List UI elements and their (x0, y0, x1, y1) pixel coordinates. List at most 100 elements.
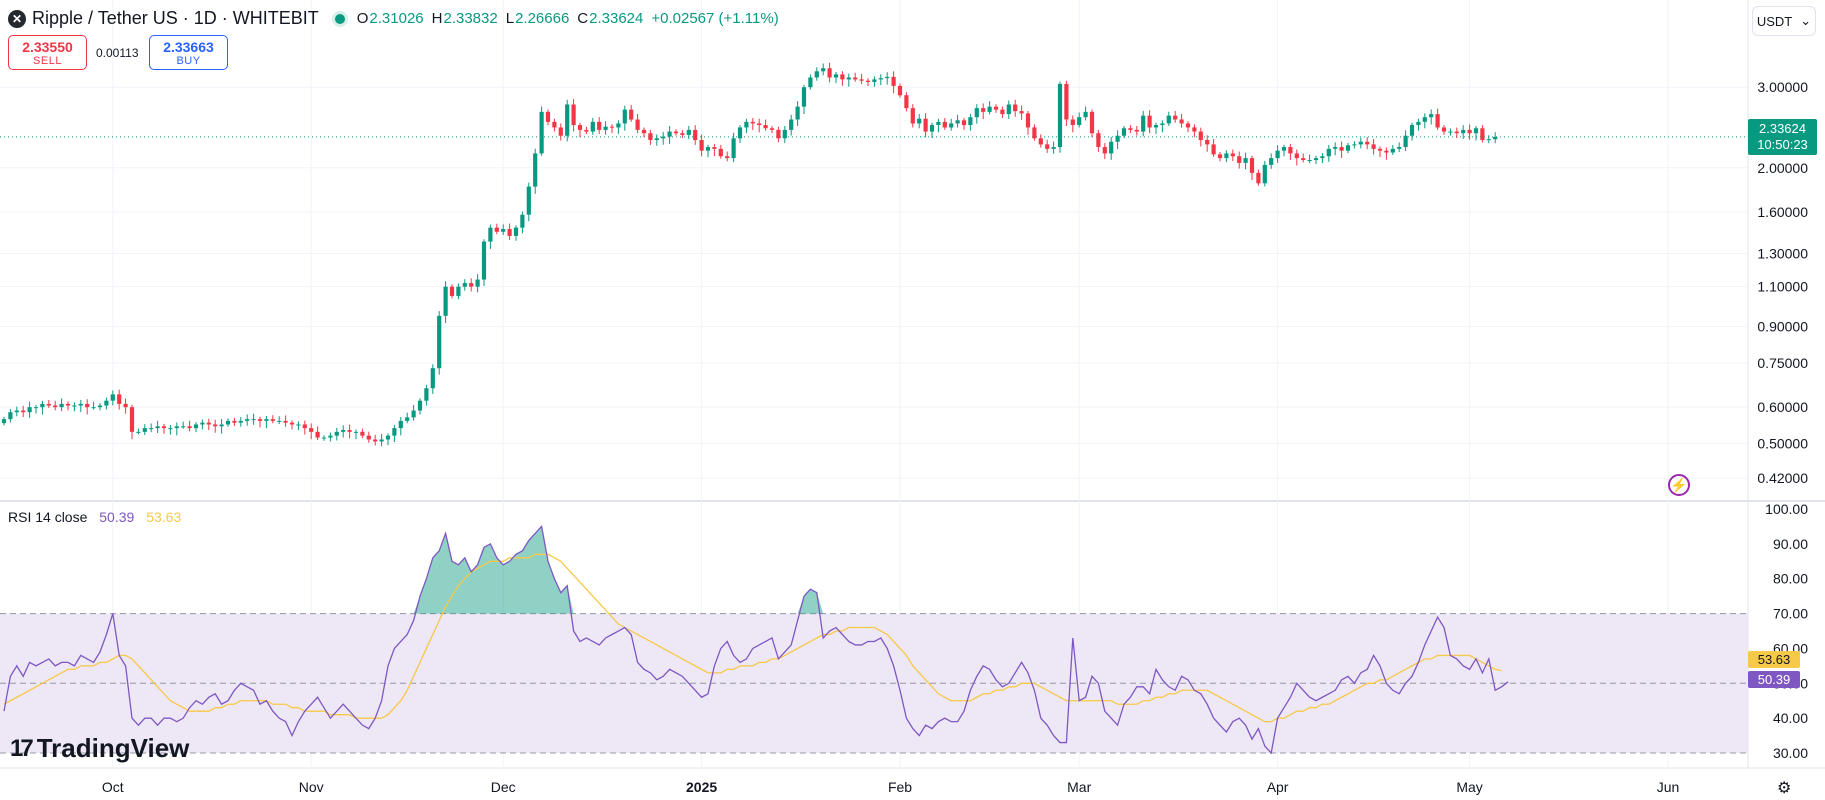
candle-body (1109, 141, 1114, 154)
candle-body (629, 109, 634, 120)
candle-body (1205, 140, 1210, 145)
candle-body (1358, 141, 1363, 145)
rsi-ma-tag: 53.63 (1748, 651, 1800, 668)
candle-body (1147, 115, 1152, 128)
rsi-title: RSI 14 close (8, 509, 88, 525)
candle-body (14, 410, 19, 413)
candle-body (405, 417, 410, 421)
candle-body (270, 419, 275, 421)
candle-body (72, 405, 77, 407)
time-axis[interactable]: Oct Nov Dec 2025 Feb Mar Apr May Jun (102, 779, 1679, 795)
candle-body (1326, 148, 1331, 157)
candle-body (232, 420, 237, 423)
candle-body (1025, 113, 1031, 128)
candle-body (1160, 123, 1165, 126)
rsi-axis[interactable]: 100.0090.0080.0070.0060.0050.0040.0030.0… (1765, 501, 1808, 761)
candle-body (1179, 119, 1184, 124)
buy-label: BUY (176, 55, 201, 67)
candle-body (129, 407, 135, 432)
candle-body (1467, 129, 1472, 134)
price-axis[interactable]: 3.00000 2.00000 1.60000 1.30000 1.10000 0.900… (1757, 79, 1808, 486)
candle-body (494, 227, 499, 232)
candle-body (609, 126, 615, 128)
candle-body (513, 227, 519, 236)
candle-body (635, 119, 640, 130)
candle-body (776, 129, 781, 139)
candle-body (942, 121, 947, 128)
candle-body (411, 410, 416, 418)
buy-button[interactable]: 2.33663 BUY (149, 35, 228, 70)
candle-body (872, 79, 877, 82)
candle-body (974, 108, 979, 118)
candle-body (897, 85, 903, 96)
candle-body (789, 119, 794, 130)
gear-icon[interactable]: ⚙ (1777, 780, 1792, 797)
candle-body (161, 426, 167, 429)
candle-body (1352, 144, 1357, 146)
candle-body (1070, 119, 1075, 126)
sell-button[interactable]: 2.33550 SELL (8, 35, 87, 70)
candle-body (1013, 104, 1018, 112)
candle-body (309, 428, 314, 432)
candle-body (475, 279, 480, 287)
candle-body (443, 286, 448, 316)
candle-body (885, 76, 890, 79)
candle-body (1397, 147, 1402, 149)
candle-body (520, 214, 525, 228)
candle-body (1134, 129, 1139, 132)
symbol-title[interactable]: Ripple / Tether US · 1D · WHITEBIT (32, 8, 319, 28)
candle-body (181, 426, 186, 428)
candle-body (597, 121, 602, 130)
candle-body (1006, 104, 1011, 115)
candle-body (347, 429, 352, 432)
candle-body (686, 129, 691, 135)
candle-body (187, 426, 192, 429)
candle-body (398, 420, 403, 429)
candle-body (833, 74, 839, 78)
candle-body (193, 424, 199, 429)
candle-body (1339, 147, 1344, 151)
candle-body (219, 424, 224, 427)
market-status-icon[interactable] (334, 13, 345, 24)
candle-body (40, 403, 45, 408)
candle-body (117, 394, 122, 404)
rsi-tick-label: 90.00 (1773, 536, 1808, 552)
candle-body (469, 283, 474, 287)
candle-body (1256, 172, 1261, 184)
candle-body (955, 120, 960, 124)
candle-body (385, 435, 391, 440)
x-tick-label: Feb (888, 779, 912, 795)
candle-body (341, 429, 346, 432)
candle-body (1051, 147, 1056, 149)
candle-body (558, 127, 563, 136)
rsi-ma-value: 53.63 (146, 509, 182, 525)
ohlc-values: O2.31026 H2.33832 L2.26666 C2.33624 +0.0… (357, 10, 779, 27)
candle-body (91, 407, 96, 409)
candle-body (577, 125, 583, 130)
candle-body (1345, 145, 1351, 151)
candle-body (1448, 131, 1453, 133)
candle-body (769, 128, 775, 130)
rsi-overbought-fill (4, 526, 1508, 614)
price-tick-label: 0.50000 (1757, 435, 1808, 451)
candle-body (1435, 114, 1440, 128)
rsi-legend[interactable]: RSI 14 close 50.39 53.63 (8, 509, 181, 525)
x-tick-label: Dec (491, 779, 516, 795)
candle-body (808, 77, 813, 88)
bar-countdown: 10:50:23 (1757, 136, 1808, 152)
lightning-icon[interactable]: ⚡ (1668, 474, 1690, 496)
price-tick-label: 0.60000 (1757, 399, 1808, 415)
rsi-lines (3, 525, 1509, 755)
rsi-value-tag: 50.39 (1748, 671, 1800, 688)
currency-select[interactable]: USDT ⌄ (1752, 6, 1816, 36)
candle-body (1217, 154, 1223, 159)
tradingview-logo[interactable]: 17 TradingView (10, 733, 189, 764)
candle-body (1409, 125, 1415, 136)
rsi-tick-label: 70.00 (1773, 606, 1808, 622)
candle-body (859, 79, 864, 81)
candle-body (750, 121, 755, 124)
rsi-tick-label: 40.00 (1773, 710, 1808, 726)
candle-body (616, 123, 621, 128)
candle-body (200, 422, 205, 425)
